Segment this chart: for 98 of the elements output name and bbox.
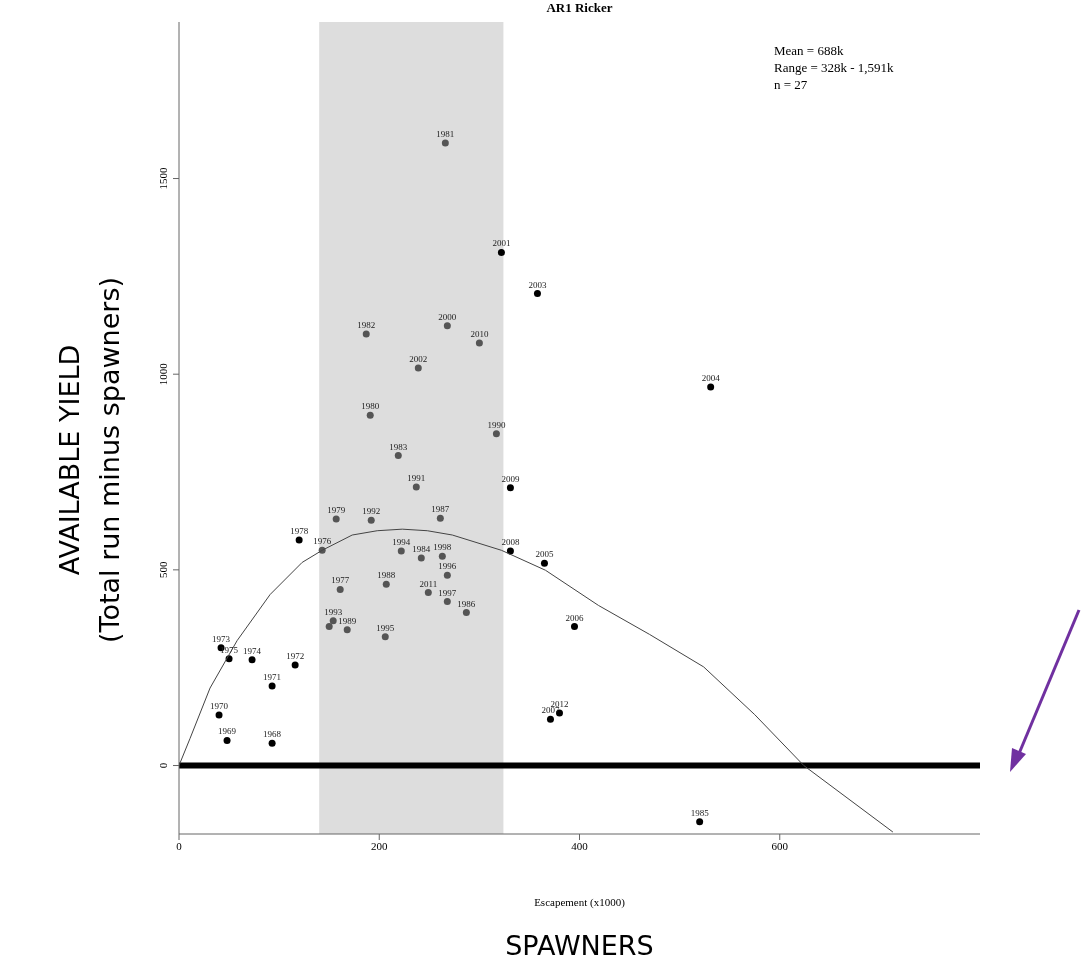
annotation: 1992 bbox=[362, 506, 381, 517]
annotation: 1998 bbox=[433, 542, 452, 553]
point bbox=[707, 383, 715, 391]
point bbox=[325, 623, 333, 631]
point bbox=[295, 536, 303, 544]
point bbox=[394, 452, 402, 460]
point bbox=[291, 661, 299, 669]
point bbox=[343, 626, 351, 634]
annotation: 2011 bbox=[419, 578, 438, 589]
annotation: 1994 bbox=[392, 537, 411, 548]
annotation: 1975 bbox=[220, 644, 239, 655]
point bbox=[540, 559, 548, 567]
annotation: 2008 bbox=[501, 537, 520, 548]
point bbox=[332, 515, 340, 523]
point bbox=[362, 330, 370, 338]
point bbox=[506, 484, 514, 492]
point bbox=[336, 585, 344, 593]
annotation: 1984 bbox=[412, 544, 431, 555]
point bbox=[497, 248, 505, 256]
annotation: 1988 bbox=[377, 570, 396, 581]
point bbox=[443, 322, 451, 330]
y-axis-title: AVAILABLE YIELD (Total run minus spawners) bbox=[53, 276, 126, 645]
point bbox=[438, 552, 446, 560]
annotation: 2004 bbox=[701, 373, 721, 384]
annotation: 1990 bbox=[487, 419, 506, 430]
point bbox=[223, 736, 231, 744]
annotation: 1986 bbox=[457, 598, 476, 609]
annotation: 1976 bbox=[313, 536, 332, 547]
annotation: 1970 bbox=[210, 701, 229, 712]
point bbox=[424, 589, 432, 597]
point bbox=[397, 547, 405, 555]
annotation: 1979 bbox=[327, 504, 346, 515]
y-tick-label: 500 bbox=[157, 561, 169, 579]
annotation: 1995 bbox=[376, 622, 395, 633]
y-tick-label: 1500 bbox=[157, 167, 169, 190]
point bbox=[329, 617, 337, 625]
annotation: 2010 bbox=[470, 328, 489, 339]
annotation: 1980 bbox=[361, 401, 380, 412]
y-tick-label: 1000 bbox=[157, 362, 169, 386]
annotation: 1971 bbox=[263, 672, 282, 683]
point bbox=[412, 483, 420, 491]
point bbox=[443, 571, 451, 579]
annotation: 2001 bbox=[492, 238, 511, 249]
chart-title: AR1 Ricker bbox=[545, 0, 614, 16]
annotation: 1981 bbox=[436, 128, 455, 139]
point bbox=[475, 339, 483, 347]
annotation: 1978 bbox=[290, 526, 309, 537]
point bbox=[248, 656, 256, 664]
point bbox=[268, 682, 276, 690]
annotation: Range = 328k - 1,591k bbox=[774, 59, 894, 76]
point bbox=[441, 139, 449, 147]
annotation: 2009 bbox=[501, 473, 520, 484]
annotation: 2002 bbox=[409, 353, 428, 364]
point bbox=[381, 633, 389, 641]
annotation: 1996 bbox=[438, 561, 457, 572]
point bbox=[414, 364, 422, 372]
annotation: 1977 bbox=[331, 575, 350, 586]
annotation: 2006 bbox=[565, 612, 584, 623]
annotation: 1982 bbox=[357, 319, 376, 330]
annotation: 1987 bbox=[431, 504, 450, 515]
point bbox=[366, 411, 374, 419]
line-series bbox=[179, 528, 894, 833]
annotation: 1989 bbox=[338, 615, 357, 626]
annotation: Mean = 688k bbox=[774, 42, 845, 59]
point bbox=[268, 739, 276, 747]
point bbox=[382, 580, 390, 588]
x-axis-title: Escapement (x1000) bbox=[533, 896, 626, 908]
annotation: 1997 bbox=[438, 587, 457, 598]
point bbox=[546, 715, 554, 723]
x-tick-label: 0 bbox=[176, 839, 183, 852]
point bbox=[215, 711, 223, 719]
point bbox=[533, 290, 541, 298]
point bbox=[436, 514, 444, 522]
point bbox=[367, 516, 375, 524]
annotation: 1991 bbox=[407, 472, 426, 483]
text: SPAWNERS bbox=[504, 930, 655, 961]
annotation: 1972 bbox=[286, 650, 305, 661]
point bbox=[417, 554, 425, 562]
annotation: 1974 bbox=[243, 645, 262, 656]
annotation: 1969 bbox=[218, 726, 237, 737]
point bbox=[443, 598, 451, 606]
annotation: 1968 bbox=[263, 729, 282, 740]
annotation: 2003 bbox=[528, 279, 547, 290]
annotation: 1985 bbox=[690, 807, 710, 818]
annotation: 1983 bbox=[389, 441, 408, 452]
annotation: 2000 bbox=[438, 311, 457, 322]
annotation: 1973 bbox=[212, 633, 231, 644]
y-tick-label: 0 bbox=[157, 762, 169, 769]
x-tick-label: 400 bbox=[571, 839, 589, 852]
annotation: n = 27 bbox=[774, 76, 809, 93]
point bbox=[570, 623, 578, 631]
point bbox=[696, 818, 704, 826]
x-tick-label: 200 bbox=[371, 839, 388, 852]
annotation: 1993 bbox=[324, 606, 343, 617]
x-tick-label: 600 bbox=[771, 839, 789, 852]
point bbox=[462, 609, 470, 617]
point bbox=[492, 430, 500, 438]
annotation: 2005 bbox=[535, 549, 554, 560]
